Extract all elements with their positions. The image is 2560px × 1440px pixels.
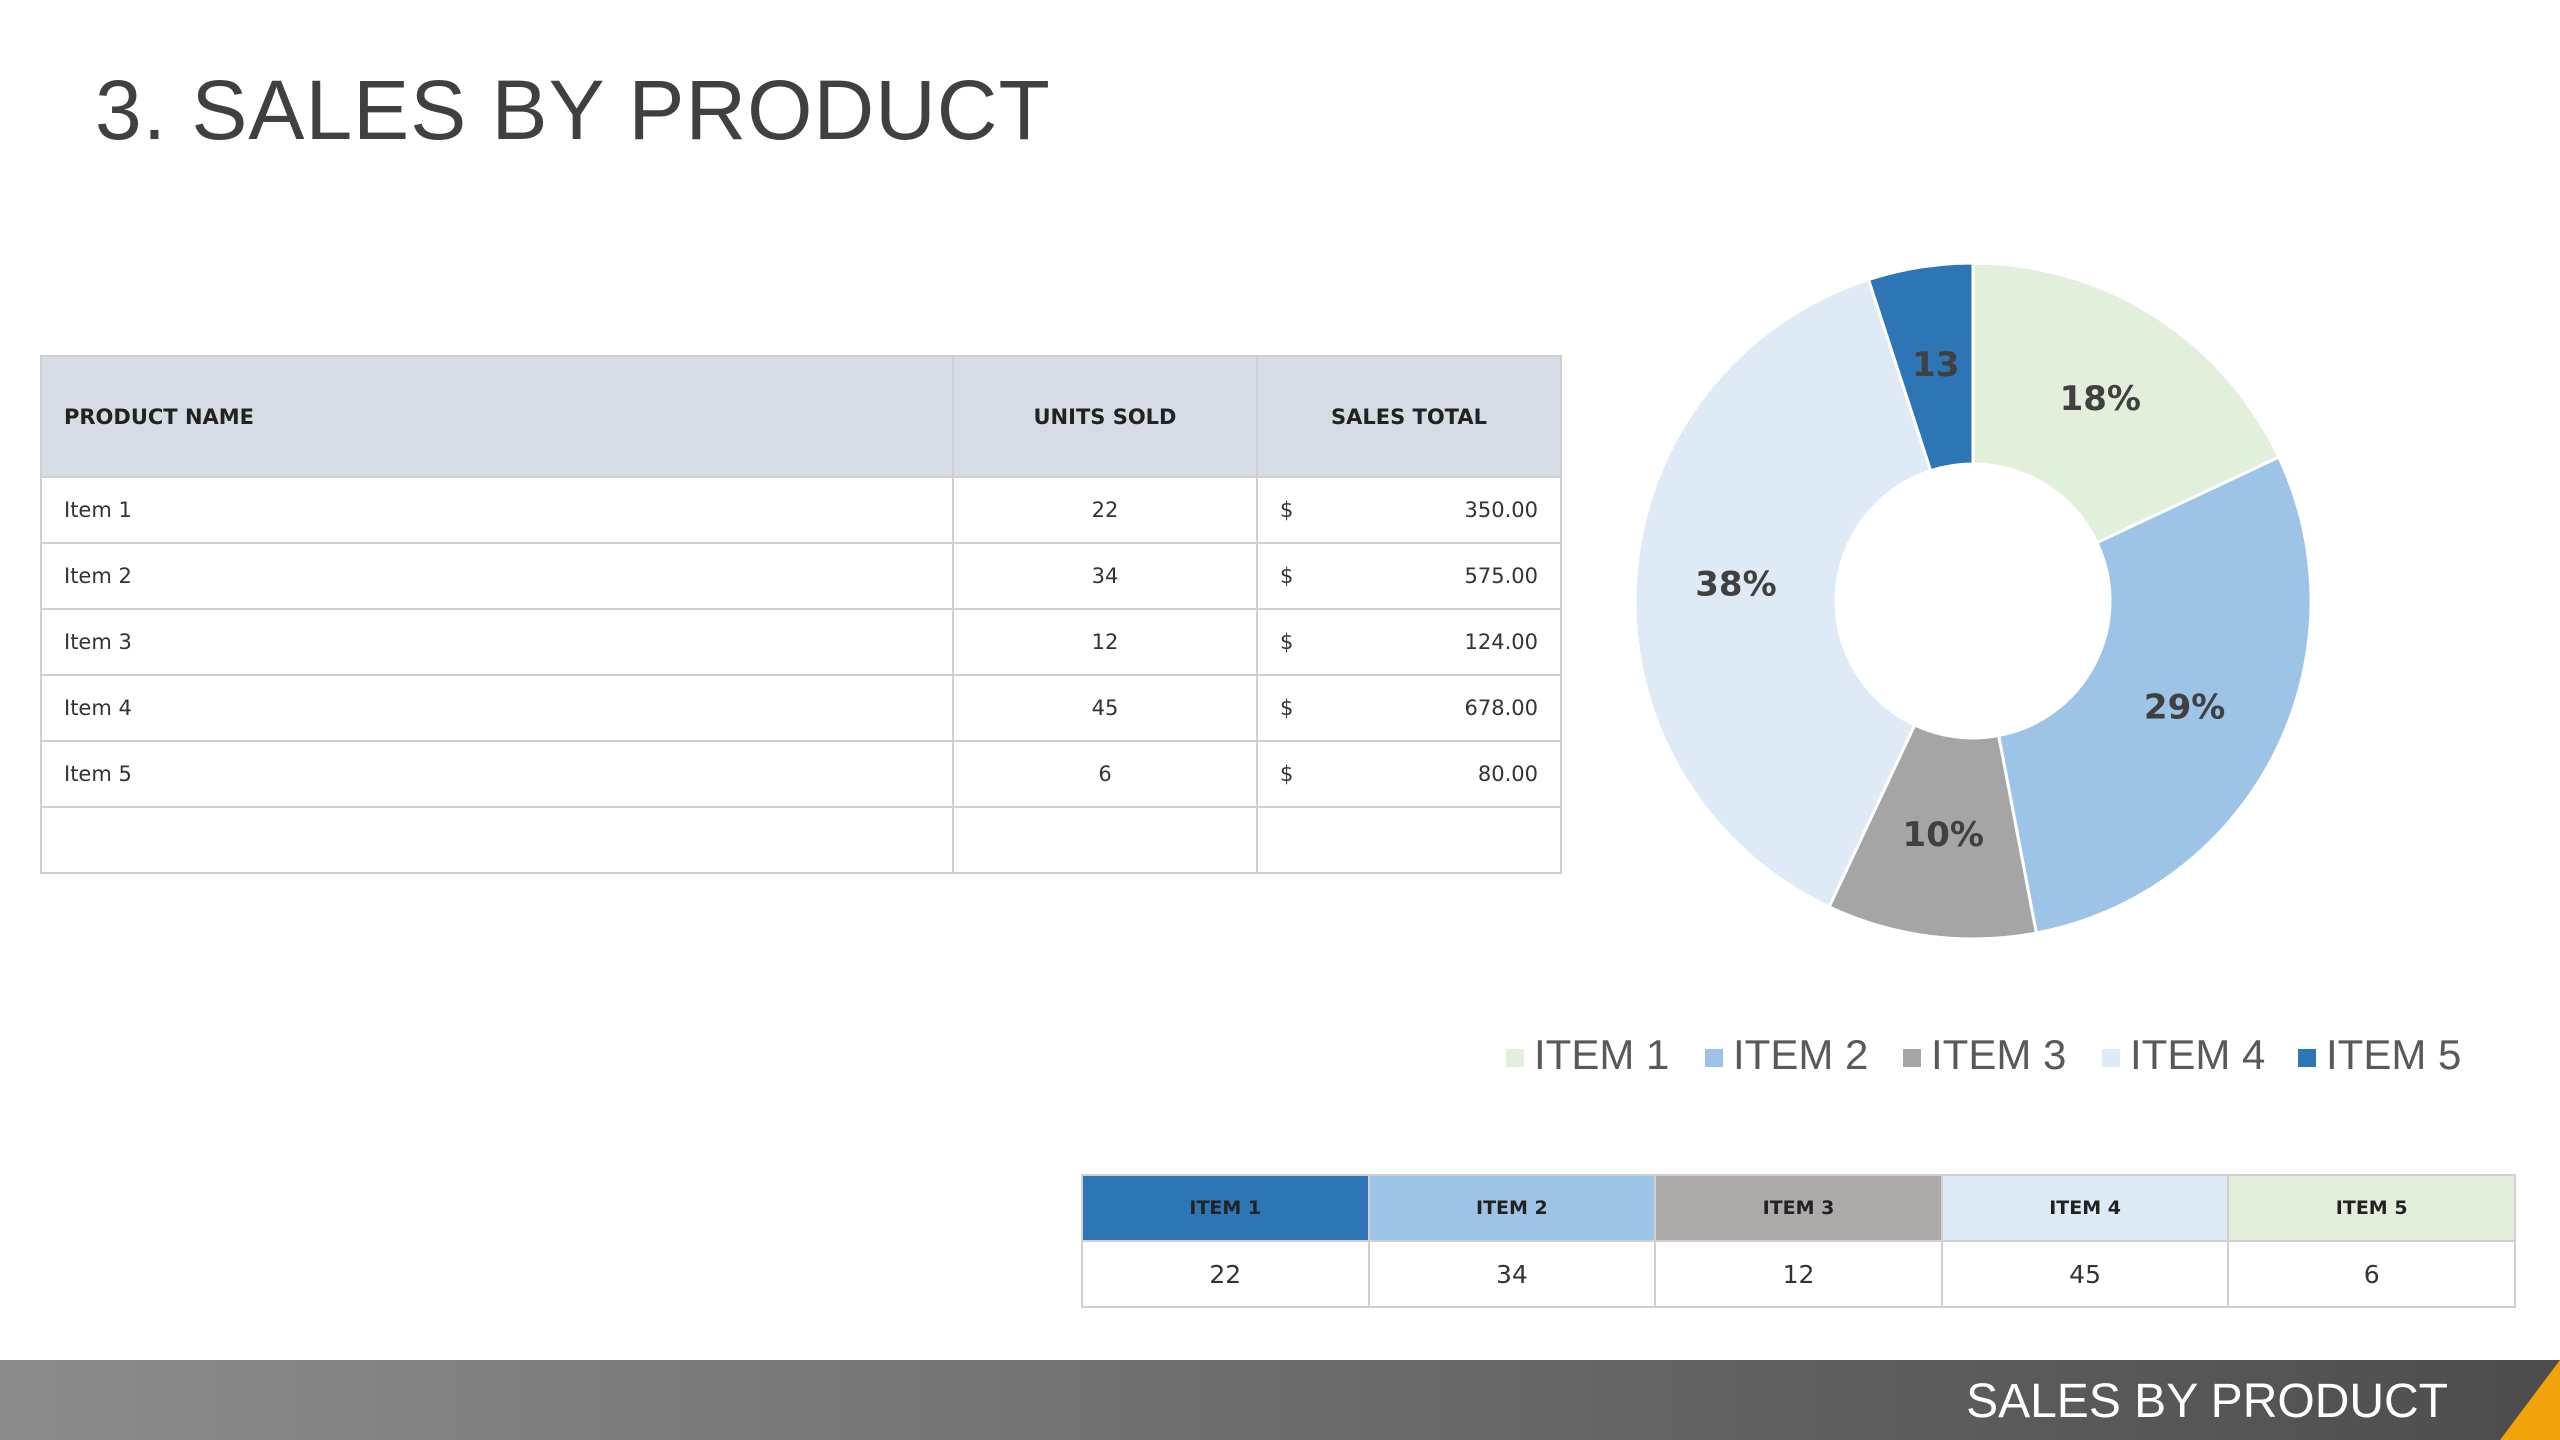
summary-header-cell: ITEM 1: [1081, 1174, 1370, 1242]
sales-total: $575.00: [1256, 542, 1562, 610]
summary-cell: 22: [1081, 1240, 1370, 1308]
amount: 575.00: [1464, 564, 1538, 588]
units-sold: 6: [952, 740, 1258, 808]
table-row: Item 2 34 $575.00: [40, 542, 1562, 610]
legend-marker: [1903, 1049, 1921, 1067]
product-name: Item 3: [40, 608, 954, 676]
donut-slice: [1971, 261, 2281, 545]
sales-total: $124.00: [1256, 608, 1562, 676]
sales-total: $678.00: [1256, 674, 1562, 742]
amount: 80.00: [1477, 762, 1538, 786]
summary-cell: 45: [1940, 1240, 2230, 1308]
empty-cell: [952, 806, 1258, 874]
legend-marker: [2102, 1049, 2120, 1067]
legend-label: ITEM 3: [1931, 1031, 2066, 1078]
currency: $: [1280, 564, 1294, 588]
summary-header-cell: ITEM 4: [1940, 1174, 2230, 1242]
sales-total: $80.00: [1256, 740, 1562, 808]
data-label: 13: [1912, 345, 1959, 385]
summary-header-cell: ITEM 3: [1654, 1174, 1943, 1242]
column-header: SALES TOTAL: [1256, 355, 1562, 478]
empty-cell: [40, 806, 954, 874]
data-label: 10%: [1903, 815, 1984, 855]
table-body: Item 1 22 $350.00 Item 2 34 $575.00 Item 3 12 $1…: [40, 476, 1562, 874]
summary-header: ITEM 1 ITEM 2 ITEM 3 ITEM 4 ITEM 5: [1081, 1174, 2516, 1242]
donut-slice: [1827, 722, 2039, 941]
summary-cell: 6: [2227, 1240, 2516, 1308]
table-row: Item 5 6 $80.00: [40, 740, 1562, 808]
table-row: Item 1 22 $350.00: [40, 476, 1562, 544]
donut-slice: [1996, 455, 2313, 935]
accent-stripe: [2525, 1360, 2560, 1440]
product-name: Item 2: [40, 542, 954, 610]
sales-total: $350.00: [1256, 476, 1562, 544]
product-name: Item 1: [40, 476, 954, 544]
column-header: PRODUCT NAME: [40, 355, 954, 478]
product-name: Item 5: [40, 740, 954, 808]
currency: $: [1280, 696, 1294, 720]
empty-cell: [1256, 806, 1562, 874]
units-sold: 45: [952, 674, 1258, 742]
legend-label: ITEM 2: [1733, 1031, 1868, 1078]
summary-row: 22 34 12 45 6: [1081, 1240, 2516, 1308]
data-label: 38%: [1695, 565, 1776, 605]
units-sold: 22: [952, 476, 1258, 544]
summary-table: ITEM 1 ITEM 2 ITEM 3 ITEM 4 ITEM 5 22 34 12 45 6: [1081, 1174, 2516, 1308]
legend-marker: [1705, 1049, 1723, 1067]
summary-header-cell: ITEM 2: [1367, 1174, 1657, 1242]
summary-cell: 12: [1654, 1240, 1943, 1308]
legend-marker: [2298, 1049, 2316, 1067]
amount: 124.00: [1464, 630, 1538, 654]
donut-slice: [1633, 277, 1933, 909]
summary-header-cell: ITEM 5: [2227, 1174, 2516, 1242]
legend-label: ITEM 1: [1534, 1031, 1669, 1078]
legend-label: ITEM 4: [2130, 1031, 2265, 1078]
data-label: 29%: [2144, 687, 2225, 727]
legend-label: ITEM 5: [2326, 1031, 2461, 1078]
donut-slice: [1866, 261, 1975, 473]
amount: 678.00: [1464, 696, 1538, 720]
table-header: PRODUCT NAME UNITS SOLD SALES TOTAL: [40, 355, 1562, 478]
units-sold: 34: [952, 542, 1258, 610]
product-table: PRODUCT NAME UNITS SOLD SALES TOTAL Item 1…: [40, 355, 1562, 874]
units-sold: 12: [952, 608, 1258, 676]
footer-text: SALES BY PRODUCT: [1966, 1375, 2448, 1428]
slide-title: 3. SALES BY PRODUCT: [95, 63, 1051, 157]
currency: $: [1280, 762, 1294, 786]
data-label: 18%: [2060, 379, 2141, 419]
product-name: Item 4: [40, 674, 954, 742]
currency: $: [1280, 630, 1294, 654]
summary-cell: 34: [1367, 1240, 1657, 1308]
donut-chart: 18% 29% 10% 38% 13 ITEM 1 ITEM 2 ITEM 3 ITEM 4 IT…: [1506, 261, 2461, 1078]
table-row: Item 3 12 $124.00: [40, 608, 1562, 676]
amount: 350.00: [1464, 498, 1538, 522]
footer-accent: [2500, 1360, 2560, 1440]
accent-stripe: [2500, 1360, 2560, 1440]
empty-row: [40, 806, 1562, 874]
legend-marker: [1506, 1049, 1524, 1067]
column-header: UNITS SOLD: [952, 355, 1258, 478]
footer-bar: SALES BY PRODUCT: [0, 1360, 2560, 1440]
table-row: Item 4 45 $678.00: [40, 674, 1562, 742]
currency: $: [1280, 498, 1294, 522]
